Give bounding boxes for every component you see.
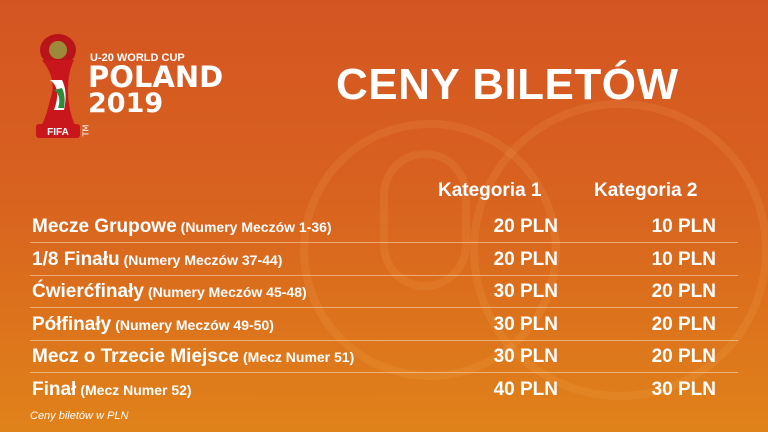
stage-name: Mecze Grupowe (Numery Meczów 1-36): [32, 216, 332, 238]
logo-country: POLAND: [88, 60, 224, 94]
price-category-2: 20 PLN: [651, 281, 716, 303]
stage-label: Mecze Grupowe: [32, 216, 177, 237]
stage-label: Półfinały: [32, 313, 112, 335]
stage-label: Ćwierćfinały: [32, 281, 144, 303]
stage-name: 1/8 Finału (Numery Meczów 37-44): [32, 249, 282, 271]
price-category-1: 40 PLN: [493, 379, 558, 400]
price-category-1: 30 PLN: [493, 346, 558, 368]
table-row: Ćwierćfinały (Numery Meczów 45-48) 30 PLN…: [30, 275, 738, 309]
price-category-1: 20 PLN: [493, 248, 558, 270]
decorative-pattern: [470, 100, 768, 400]
price-category-2: 20 PLN: [651, 346, 716, 368]
table-row: 1/8 Finału (Numery Meczów 37-44) 20 PLN 1…: [30, 243, 738, 276]
logo-year: 2019: [88, 88, 164, 119]
match-numbers: (Mecz Numer 51): [243, 349, 355, 366]
stage-label: 1/8 Finału: [32, 248, 120, 270]
column-header-category-1: Kategoria 1: [438, 180, 542, 201]
price-category-2: 30 PLN: [651, 379, 716, 400]
stage-label: Mecz o Trzecie Miejsce: [32, 346, 239, 368]
table-row: Mecz o Trzecie Miejsce (Mecz Numer 51) 30…: [30, 340, 738, 374]
stage-name: Ćwierćfinały (Numery Meczów 45-48): [32, 281, 307, 303]
footnote: Ceny biletów w PLN: [30, 410, 129, 422]
price-category-1: 30 PLN: [493, 313, 558, 335]
stage-name: Finał (Mecz Numer 52): [32, 379, 192, 401]
stage-label: Finał: [32, 379, 77, 400]
price-category-2: 10 PLN: [651, 216, 716, 237]
match-numbers: (Numery Meczów 37-44): [123, 251, 283, 268]
table-row: Mecze Grupowe (Numery Meczów 1-36) 20 PLN…: [30, 210, 738, 243]
match-numbers: (Mecz Numer 52): [80, 382, 192, 398]
match-numbers: (Numery Meczów 1-36): [180, 219, 332, 235]
match-numbers: (Numery Meczów 49-50): [115, 316, 274, 333]
trophy-icon: FIFA: [36, 34, 80, 138]
page-title: CENY BILETÓW: [336, 60, 679, 109]
logo-subtitle: U-20 WORLD CUP: [90, 52, 185, 64]
trademark: TM: [81, 124, 91, 137]
price-category-2: 10 PLN: [651, 248, 716, 270]
stage-name: Półfinały (Numery Meczów 49-50): [32, 314, 274, 336]
decorative-pattern: [380, 150, 470, 290]
match-numbers: (Numery Meczów 45-48): [147, 284, 307, 301]
price-category-1: 20 PLN: [493, 216, 558, 237]
price-category-1: 30 PLN: [493, 281, 558, 303]
tournament-logo: FIFA U-20 WORLD CUP POLAND 2019 TM: [28, 30, 223, 140]
stage-name: Mecz o Trzecie Miejsce (Mecz Numer 51): [32, 346, 354, 368]
svg-text:FIFA: FIFA: [47, 127, 69, 138]
table-row: Finał (Mecz Numer 52) 40 PLN 30 PLN: [30, 373, 738, 406]
table-row: Półfinały (Numery Meczów 49-50) 30 PLN 20…: [30, 308, 738, 341]
column-header-category-2: Kategoria 2: [594, 180, 698, 201]
price-category-2: 20 PLN: [651, 313, 716, 335]
